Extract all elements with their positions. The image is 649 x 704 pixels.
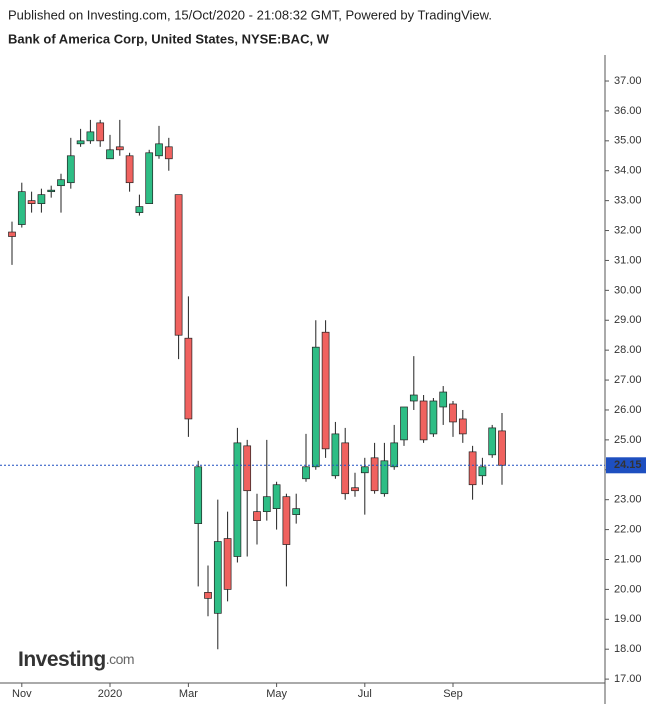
candle-body	[96, 122, 105, 142]
candle-body	[272, 484, 281, 510]
candle-body	[47, 189, 56, 193]
last-price-label: 24.15	[614, 459, 642, 471]
candle-body	[174, 194, 183, 336]
y-tick-label: 34.00	[614, 165, 642, 177]
x-tick-label: Jul	[358, 688, 372, 700]
y-tick-label: 31.00	[614, 254, 642, 266]
y-tick-label: 20.00	[614, 583, 642, 595]
y-tick-label: 18.00	[614, 643, 642, 655]
candle-body	[429, 400, 438, 435]
candle-body	[135, 206, 144, 213]
y-tick-label: 37.00	[614, 75, 642, 87]
y-tick-label: 33.00	[614, 195, 642, 207]
chart-title: Bank of America Corp, United States, NYS…	[8, 31, 330, 46]
y-tick-label: 23.00	[614, 494, 642, 506]
candle-body	[331, 433, 340, 477]
candle-body	[409, 394, 418, 402]
x-tick-label: Mar	[179, 688, 198, 700]
candle-body	[204, 592, 212, 599]
candle-body	[458, 418, 467, 435]
y-tick-label: 19.00	[614, 613, 642, 625]
candle-body	[449, 403, 457, 423]
candle-body	[439, 391, 448, 408]
y-tick-label: 22.00	[614, 523, 642, 535]
candle-body	[488, 427, 497, 456]
candle-body	[27, 200, 36, 204]
y-tick-label: 30.00	[614, 284, 642, 296]
x-tick-label: 2020	[98, 688, 122, 700]
candle-body	[223, 538, 232, 590]
logo: Investing.com	[18, 648, 134, 671]
y-tick-label: 21.00	[614, 553, 642, 565]
candle-body	[351, 487, 359, 492]
candle-body	[262, 496, 271, 512]
x-tick-label: May	[266, 688, 287, 700]
candle-body	[115, 146, 124, 151]
candle-body	[86, 131, 95, 142]
candle-body	[311, 346, 320, 468]
candle-body	[76, 140, 85, 145]
candle-body	[498, 430, 506, 466]
candle-body	[468, 451, 477, 486]
logo-name: Investing	[18, 648, 106, 671]
candle-body	[155, 143, 163, 157]
candle-body	[400, 406, 408, 441]
y-tick-label: 35.00	[614, 135, 642, 147]
y-tick-label: 25.00	[614, 434, 642, 446]
candle-body	[184, 337, 193, 420]
candle-body	[125, 155, 134, 184]
candle-body	[145, 152, 154, 204]
candle-body	[321, 331, 330, 450]
candle-body	[478, 466, 487, 477]
candle-body	[213, 541, 222, 614]
candle-body	[57, 179, 65, 187]
x-tick-label: Sep	[443, 688, 463, 700]
candle-body	[164, 146, 173, 160]
candle-body	[243, 445, 252, 492]
candle-body	[341, 442, 350, 495]
candle-body	[233, 442, 242, 557]
y-tick-label: 36.00	[614, 105, 642, 117]
candle-body	[390, 442, 399, 468]
y-tick-label: 27.00	[614, 374, 642, 386]
candle-body	[8, 231, 16, 237]
last-price-box	[606, 457, 646, 474]
candle-body	[370, 457, 379, 492]
candle-body	[66, 155, 75, 184]
published-note: Published on Investing.com, 15/Oct/2020 …	[8, 7, 492, 22]
candle-body	[292, 508, 301, 515]
candle-body	[17, 191, 26, 225]
candle-body	[419, 400, 428, 441]
y-tick-label: 28.00	[614, 344, 642, 356]
y-tick-label: 26.00	[614, 404, 642, 416]
x-tick-label: Nov	[12, 688, 32, 700]
candle-body	[282, 496, 291, 545]
candle-body	[360, 466, 369, 474]
candle-body	[302, 466, 310, 480]
logo-suffix: .com	[106, 651, 134, 667]
candle-body	[253, 511, 261, 521]
candle-body	[380, 460, 389, 495]
candle-body	[37, 194, 46, 204]
y-tick-label: 17.00	[614, 673, 642, 685]
candle-body	[106, 149, 114, 160]
candle-body	[194, 466, 203, 524]
y-tick-label: 32.00	[614, 224, 642, 236]
y-tick-label: 29.00	[614, 314, 642, 326]
